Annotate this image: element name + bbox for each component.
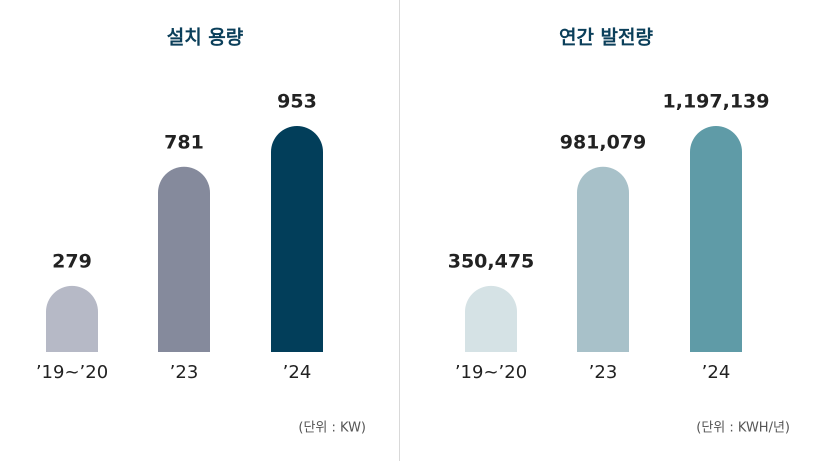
bar bbox=[158, 166, 210, 352]
value-label: 1,197,139 bbox=[663, 91, 770, 113]
chart-title: 설치 용량 bbox=[167, 27, 244, 49]
bar bbox=[271, 126, 323, 352]
value-label: 350,475 bbox=[448, 250, 535, 272]
bar bbox=[46, 285, 98, 352]
value-label: 279 bbox=[52, 250, 92, 272]
value-label: 981,079 bbox=[560, 131, 647, 153]
value-label: 953 bbox=[277, 91, 317, 113]
bar bbox=[465, 285, 517, 352]
x-tick-label: ’23 bbox=[170, 362, 199, 383]
bar bbox=[690, 126, 742, 352]
value-label: 781 bbox=[164, 131, 204, 153]
x-tick-label: ’24 bbox=[702, 362, 731, 383]
x-tick-label: ’19~’20 bbox=[455, 362, 527, 383]
unit-note: (단위 : KWH/년) bbox=[696, 421, 790, 436]
chart-title: 연간 발전량 bbox=[559, 27, 654, 49]
x-tick-label: ’23 bbox=[589, 362, 618, 383]
bar bbox=[577, 166, 629, 352]
x-tick-label: ’19~’20 bbox=[36, 362, 108, 383]
unit-note: (단위 : KW) bbox=[298, 421, 366, 436]
x-tick-label: ’24 bbox=[283, 362, 312, 383]
